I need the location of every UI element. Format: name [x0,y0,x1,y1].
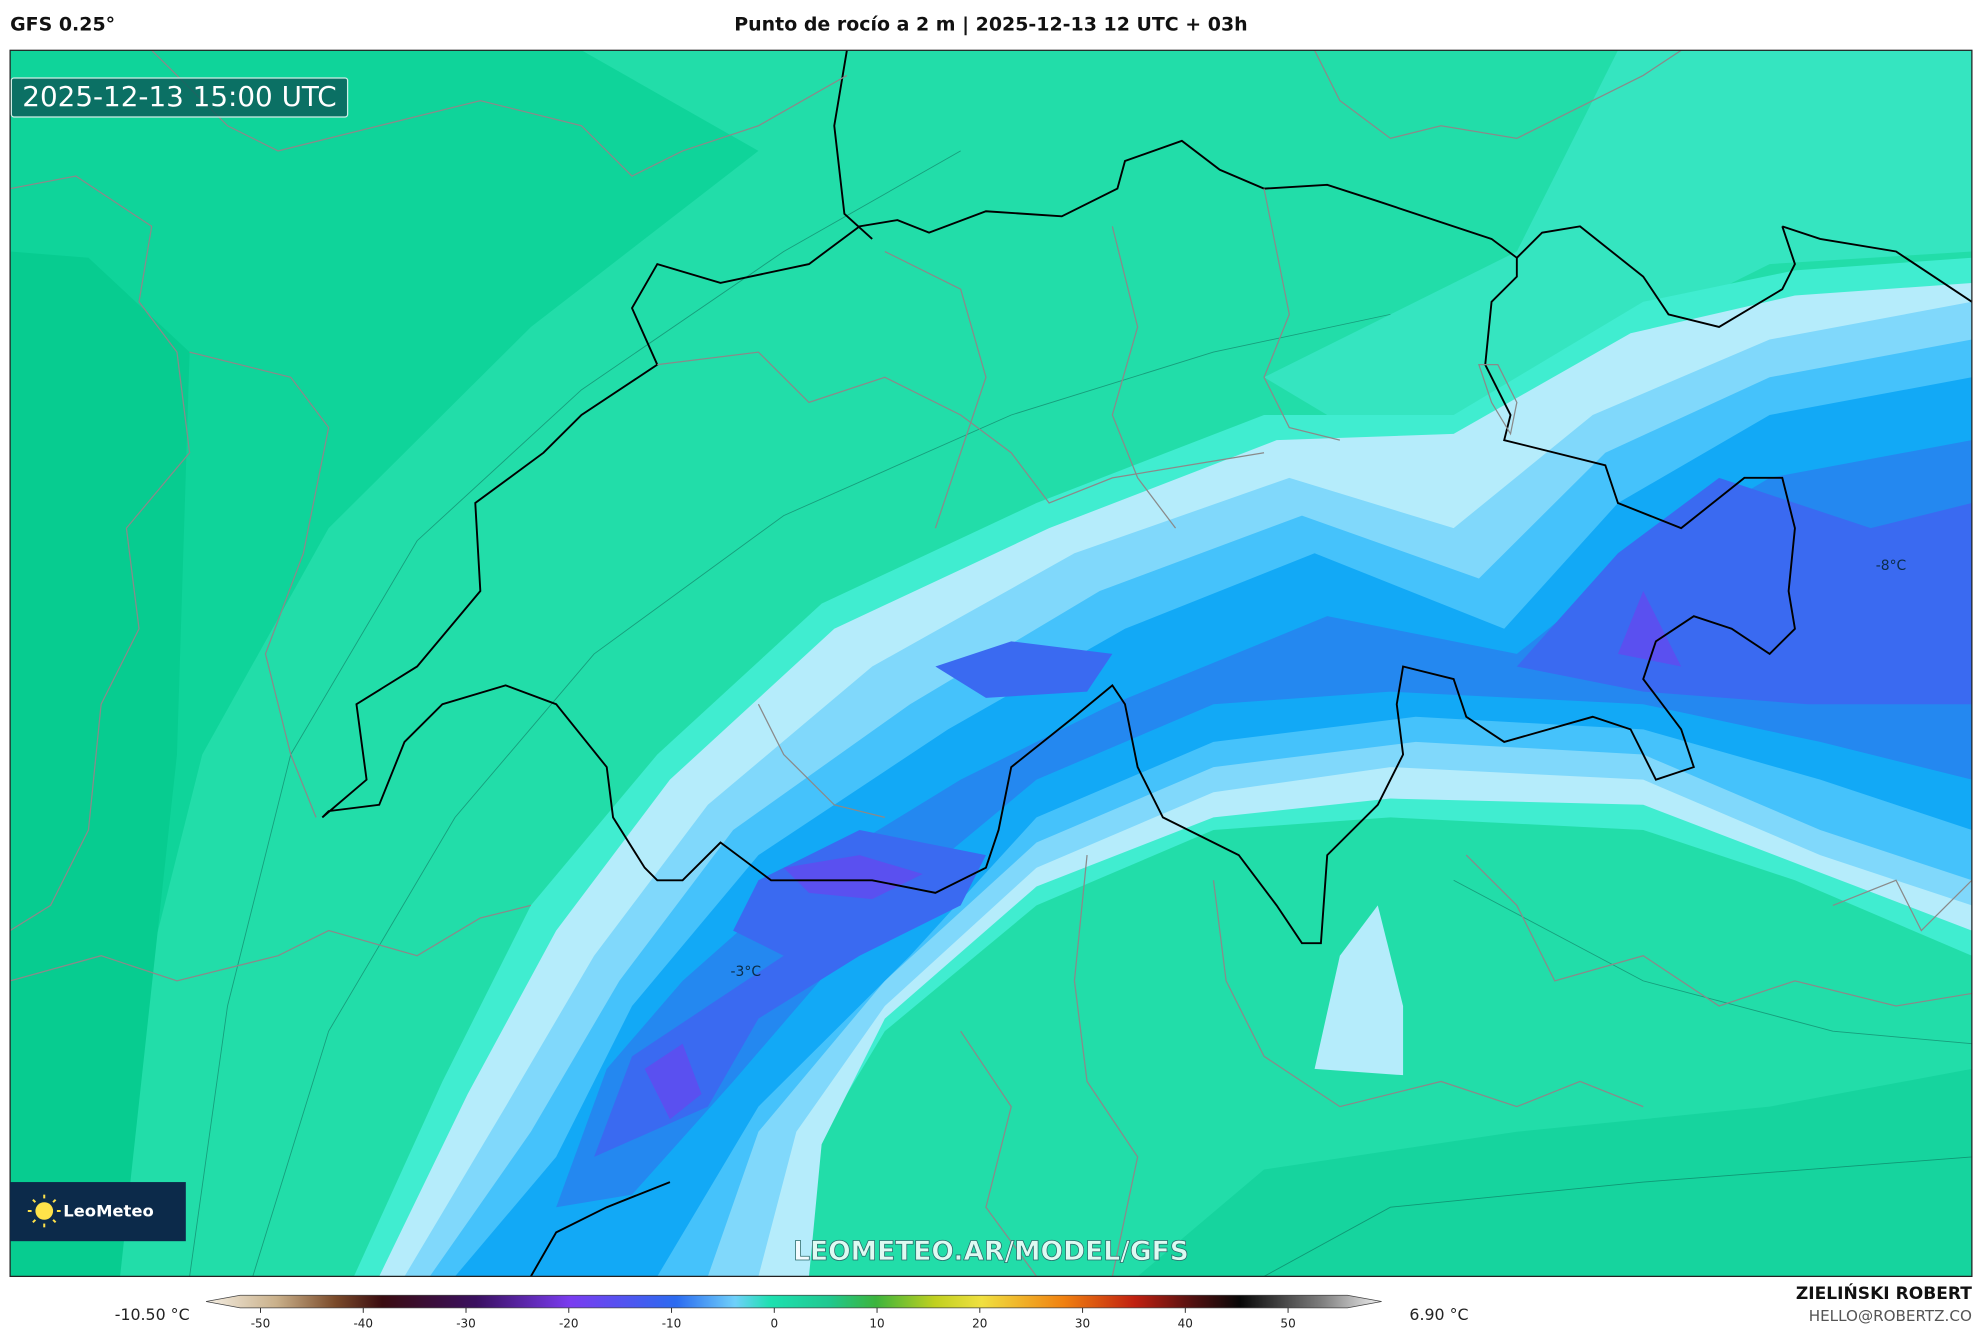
region-border [1263,188,1341,441]
field-dry [10,251,190,1277]
country-border [1516,225,1796,328]
region-border [884,250,987,529]
author: ZIELIŃSKI ROBERT [1796,1282,1972,1304]
region-border [1073,855,1139,1277]
contour-label: -3°C [731,964,762,980]
colorbar-tick-label: -10 [662,1317,682,1331]
region-border [151,50,848,177]
watermark: LEOMETEO.AR/MODEL/GFS [793,1236,1189,1267]
min-value: -10.50 °C [115,1305,190,1324]
region-border [757,703,885,818]
field-dry [1137,1068,1972,1277]
country-border [1781,225,1972,303]
band-8 [1617,591,1682,667]
region-border [1478,364,1518,436]
valid-time: 2025-12-13 15:00 UTC [22,80,336,113]
model-name: GFS 0.25° [10,14,115,36]
region-border [189,351,330,818]
map [10,50,1972,1277]
isoline [252,313,1391,1277]
field-dry [10,50,759,1277]
colorbar-tick-label: 20 [972,1317,987,1331]
colorbar-tick-label: 50 [1280,1317,1295,1331]
band-7 [935,641,1113,698]
country-border [833,50,873,240]
region-border [1111,226,1177,529]
logo-rays [27,1194,61,1228]
region-border [10,904,532,982]
region-border [1465,854,1972,1007]
contour-label: -8°C [1876,558,1907,574]
band-8 [783,855,923,900]
colorbar-tick-label: 30 [1075,1317,1090,1331]
region-border [657,351,1265,504]
country-border [321,139,1796,945]
email: HELLO@ROBERTZ.CO [1809,1307,1972,1325]
colorbar-tick-label: 40 [1178,1317,1193,1331]
max-value: 6.90 °C [1409,1305,1468,1324]
logo-sun [35,1202,54,1220]
map-title: Punto de rocío a 2 m | 2025-12-13 12 UTC… [734,14,1247,36]
country-border [530,1181,671,1277]
region-border [10,175,191,932]
colorbar-tick-label: -20 [559,1317,579,1331]
colorbar: -50 -40 -30 -20 -10 0 10 20 30 40 50 [205,1294,1382,1331]
band-8 [644,1043,702,1120]
colorbar-tick-label: 10 [869,1317,884,1331]
time-badge [10,77,349,118]
field-moist [1264,50,1972,415]
colorbar-tick-label: 0 [770,1317,778,1331]
logo-text: LeoMeteo [63,1202,154,1221]
colorbar-scale [205,1294,1382,1309]
region-border [1314,50,1682,140]
region-border [1832,879,1972,932]
isoline [1263,1156,1972,1277]
field-moist [1314,905,1404,1076]
isoline [1453,879,1972,1045]
map-frame [9,49,1973,1278]
colorbar-tick-label: -30 [456,1317,476,1331]
region-border [1212,880,1644,1108]
colorbar-tick-label: -40 [353,1317,373,1331]
region-border [960,1030,1038,1277]
isoline [189,150,961,1277]
colorbar-tick-label: -50 [251,1317,271,1331]
